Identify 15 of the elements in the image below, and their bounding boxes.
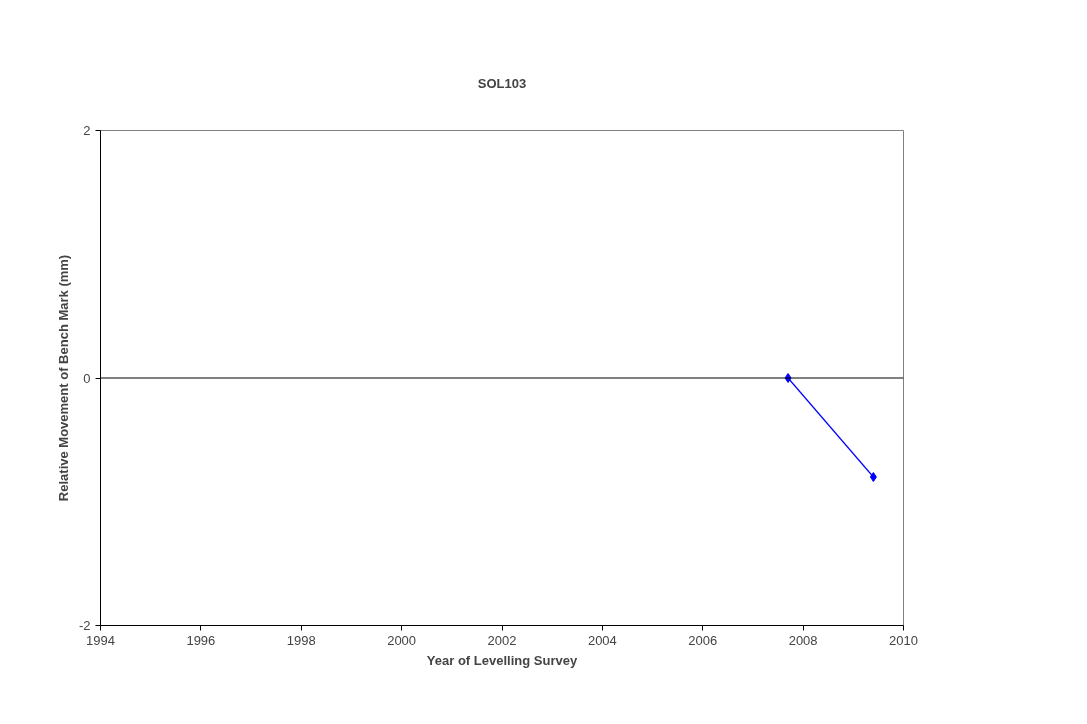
x-tick-label: 2010: [889, 632, 918, 648]
x-tick-label: 1994: [86, 632, 115, 648]
y-tick-label: 2: [83, 123, 91, 138]
x-axis-title: Year of Levelling Survey: [426, 652, 578, 668]
y-axis-title: Relative Movement of Bench Mark (mm): [55, 254, 71, 502]
y-tick-label: -2: [78, 618, 91, 633]
x-tick-label: 2006: [688, 632, 718, 648]
x-tick-label: 2000: [387, 632, 417, 648]
x-tick-label: 1996: [186, 632, 216, 648]
x-tick-label: 2002: [487, 632, 517, 648]
x-tick-label: 2008: [788, 632, 818, 648]
y-tick-label: 0: [83, 370, 91, 386]
chart-title: SOL103: [477, 75, 527, 91]
x-tick-label: 1998: [286, 632, 316, 648]
x-tick-label: 2004: [587, 632, 617, 648]
